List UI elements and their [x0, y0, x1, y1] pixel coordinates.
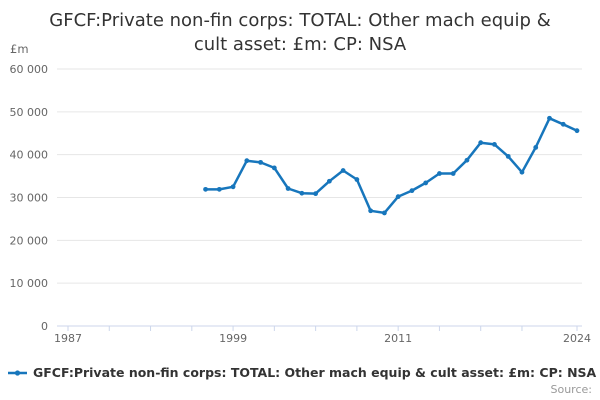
data-point-marker[interactable] [313, 191, 319, 197]
data-point-marker[interactable] [450, 171, 456, 176]
data-point-marker[interactable] [216, 186, 222, 192]
data-point-marker[interactable] [395, 194, 401, 200]
data-point-marker[interactable] [354, 177, 360, 182]
y-axis-tick-label: 40 000 [10, 149, 49, 162]
data-point-marker[interactable] [326, 178, 332, 184]
series-line [204, 117, 579, 215]
x-axis-tick-label: 2024 [563, 332, 591, 345]
legend-label: GFCF:Private non-fin corps: TOTAL: Other… [33, 365, 597, 380]
chart-title: GFCF:Private non-fin corps: TOTAL: Other… [0, 9, 600, 57]
y-axis-tick-label: 20 000 [10, 234, 49, 247]
x-axis-tick-label: 2011 [384, 332, 412, 345]
chart-title-line-2: cult asset: £m: CP: NSA [193, 34, 407, 55]
data-point-marker[interactable] [533, 144, 539, 150]
data-point-marker[interactable] [230, 184, 236, 190]
y-axis-tick-label: 50 000 [10, 106, 49, 119]
y-axis-tick-label: 30 000 [10, 192, 49, 205]
y-axis-title: £m [10, 42, 29, 56]
data-point-marker[interactable] [547, 115, 552, 121]
data-point-marker[interactable] [505, 153, 511, 159]
legend-line-marker-icon [8, 369, 27, 376]
y-axis-tick-label: 60 000 [10, 63, 49, 76]
x-axis-tick-label: 1987 [54, 332, 82, 345]
data-point-marker[interactable] [203, 186, 208, 192]
data-point-marker[interactable] [244, 158, 250, 164]
chart-title-line-1: GFCF:Private non-fin corps: TOTAL: Other… [49, 10, 551, 31]
source-credits: Source: [550, 383, 593, 396]
data-point-marker[interactable] [285, 186, 291, 191]
data-point-marker[interactable] [574, 128, 580, 134]
data-point-marker[interactable] [519, 169, 525, 175]
data-point-marker[interactable] [492, 141, 497, 147]
y-axis-tick-label: 10 000 [10, 277, 49, 290]
data-point-marker[interactable] [409, 188, 415, 194]
y-axis-tick-label: 0 [41, 320, 48, 333]
data-point-marker[interactable] [368, 208, 374, 214]
data-point-marker[interactable] [258, 159, 263, 165]
x-axis-tick-label: 1999 [219, 332, 247, 345]
data-point-marker[interactable] [478, 140, 484, 146]
data-point-marker[interactable] [560, 121, 566, 127]
data-point-marker[interactable] [340, 168, 346, 173]
data-point-marker[interactable] [464, 157, 470, 163]
data-point-marker[interactable] [299, 190, 305, 196]
data-point-marker[interactable] [271, 165, 277, 171]
data-point-marker[interactable] [382, 210, 387, 216]
data-point-marker[interactable] [423, 180, 429, 186]
data-point-marker[interactable] [437, 171, 442, 176]
legend-item[interactable]: GFCF:Private non-fin corps: TOTAL: Other… [8, 365, 596, 380]
